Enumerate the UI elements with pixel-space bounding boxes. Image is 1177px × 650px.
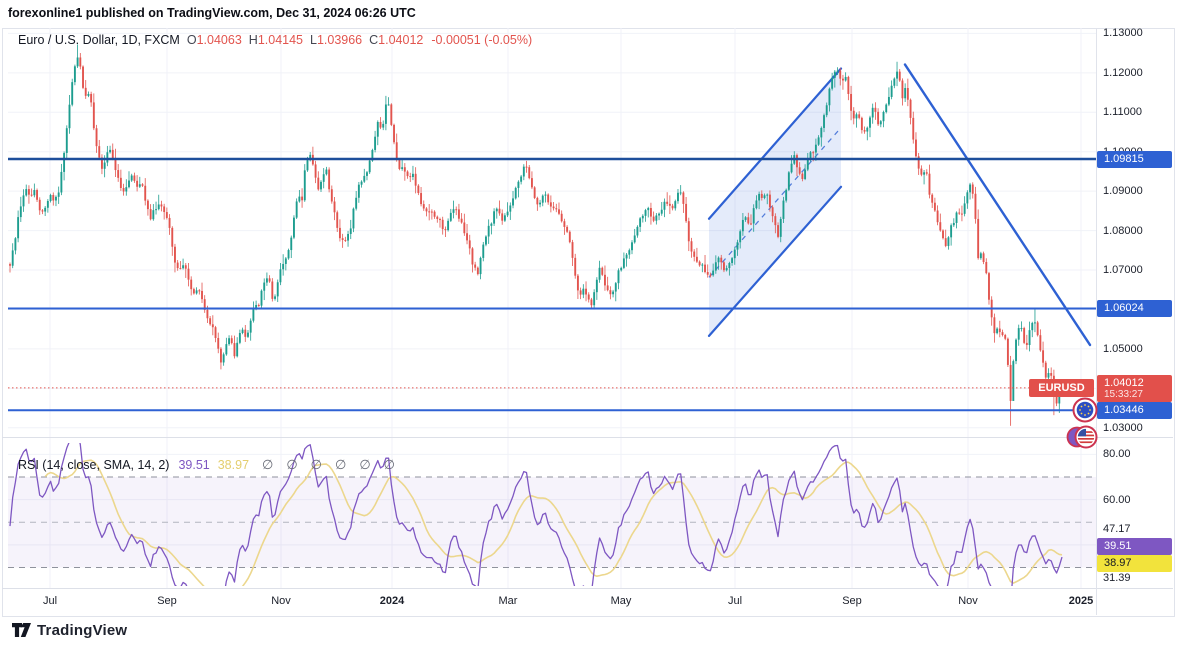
ohlc-value: 1.04063 [196, 33, 242, 47]
ohlc-value: 1.03966 [316, 33, 363, 47]
ohlc-values: O1.04063 H1.04145 L1.03966 C1.04012 [180, 33, 424, 47]
ohlc-key: C [369, 33, 379, 47]
time-axis-separator [2, 588, 1173, 589]
ohlc-key: O [186, 33, 197, 47]
rsi-line[interactable] [9, 432, 1063, 614]
price-scale-separator [1096, 28, 1097, 615]
price-change: -0.00051 (-0.05%) [431, 33, 533, 47]
price-scale-tick: 1.12000 [1103, 66, 1143, 79]
ohlc-key: H [248, 33, 258, 47]
price-scale-tick: 1.05000 [1103, 342, 1143, 355]
time-axis-label[interactable]: May [610, 595, 632, 607]
price-level-label: 1.06024 [1097, 300, 1172, 318]
hidden-plot-icon: ∅ [286, 457, 298, 472]
price-scale-tick: 1.13000 [1103, 27, 1143, 40]
symbol-title[interactable]: Euro / U.S. Dollar, 1D, FXCM [18, 33, 180, 47]
hidden-plot-icon: ∅ [310, 457, 322, 472]
time-axis-label[interactable]: Jul [42, 595, 58, 607]
hidden-plot-icon: ∅ [383, 457, 395, 472]
last-price-label: 1.04012 15:33:27 [1097, 374, 1172, 402]
time-axis-label[interactable]: 2025 [1068, 595, 1094, 607]
price-level-label: 1.09815 [1097, 150, 1172, 168]
ohlc-value: 1.04012 [378, 33, 424, 47]
time-axis-label[interactable]: Jul [727, 595, 743, 607]
hidden-plot-icon: ∅ [262, 457, 274, 472]
countdown-timer: 15:33:27 [1104, 388, 1143, 400]
time-axis-label[interactable]: 2024 [379, 595, 405, 607]
rsi-legend[interactable]: RSI (14, close, SMA, 14, 2) 39.51 38.97 ∅ ∅ ∅… [18, 457, 395, 473]
price-level-label: 1.03446 [1097, 401, 1172, 419]
price-scale-tick: 1.08000 [1103, 224, 1143, 237]
chart-frame [2, 28, 1175, 617]
us-flag-icon [1066, 425, 1098, 449]
time-axis-label[interactable]: Nov [958, 595, 978, 607]
main-legend[interactable]: Euro / U.S. Dollar, 1D, FXCM O1.04063 H1.0… [18, 33, 532, 47]
rsi-sma-line[interactable] [44, 459, 1063, 599]
price-scale-tick: 1.03000 [1103, 421, 1143, 434]
time-axis-label[interactable]: Mar [498, 595, 518, 607]
rsi-indicator-title[interactable]: RSI (14, close, SMA, 14, 2) [18, 458, 170, 472]
pair-flag-icons [1066, 397, 1098, 449]
rsi-scale-tick: 60.00 [1103, 494, 1131, 506]
footer[interactable]: TradingView [12, 622, 127, 639]
time-axis-label[interactable]: Nov [271, 595, 291, 607]
channel-top-line [707, 67, 843, 220]
rsi-scale-tick: 31.39 [1103, 572, 1131, 584]
rsi-value-label: 39.51 [1097, 537, 1172, 555]
channel-midline [708, 127, 842, 278]
rsi-value-label: 38.97 [1097, 554, 1172, 572]
eu-flag-icon [1072, 397, 1098, 423]
tradingview-brand-text[interactable]: TradingView [37, 622, 128, 639]
price-scale-background [1097, 29, 1173, 615]
pane-separator[interactable] [2, 437, 1173, 438]
ascending-channel[interactable] [707, 67, 843, 337]
ohlc-key: L [310, 33, 317, 47]
symbol-price-tag: EURUSD [1029, 379, 1094, 397]
rsi-scale-tick: 47.17 [1103, 523, 1131, 535]
hidden-plot-icon: ∅ [359, 457, 371, 472]
tradingview-logo-icon [12, 623, 31, 637]
ohlc-value: 1.04145 [257, 33, 303, 47]
rsi-scale-tick: 80.00 [1103, 448, 1131, 460]
rsi-value: 39.51 [178, 458, 210, 472]
attribution-text: forexonline1 published on TradingView.co… [8, 6, 416, 20]
rsi-sma-value: 38.97 [217, 458, 250, 472]
rsi-hidden-plots: ∅ ∅ ∅ ∅ ∅ ∅ [249, 457, 395, 472]
price-scale-tick: 1.09000 [1103, 185, 1143, 198]
descending-trendline[interactable] [903, 63, 1092, 347]
time-axis-label[interactable]: Sep [157, 595, 177, 607]
channel-bottom-line [707, 185, 843, 337]
time-axis-label[interactable]: Sep [842, 595, 862, 607]
price-scale-tick: 1.07000 [1103, 264, 1143, 277]
hidden-plot-icon: ∅ [335, 457, 347, 472]
price-scale-tick: 1.11000 [1103, 106, 1142, 119]
